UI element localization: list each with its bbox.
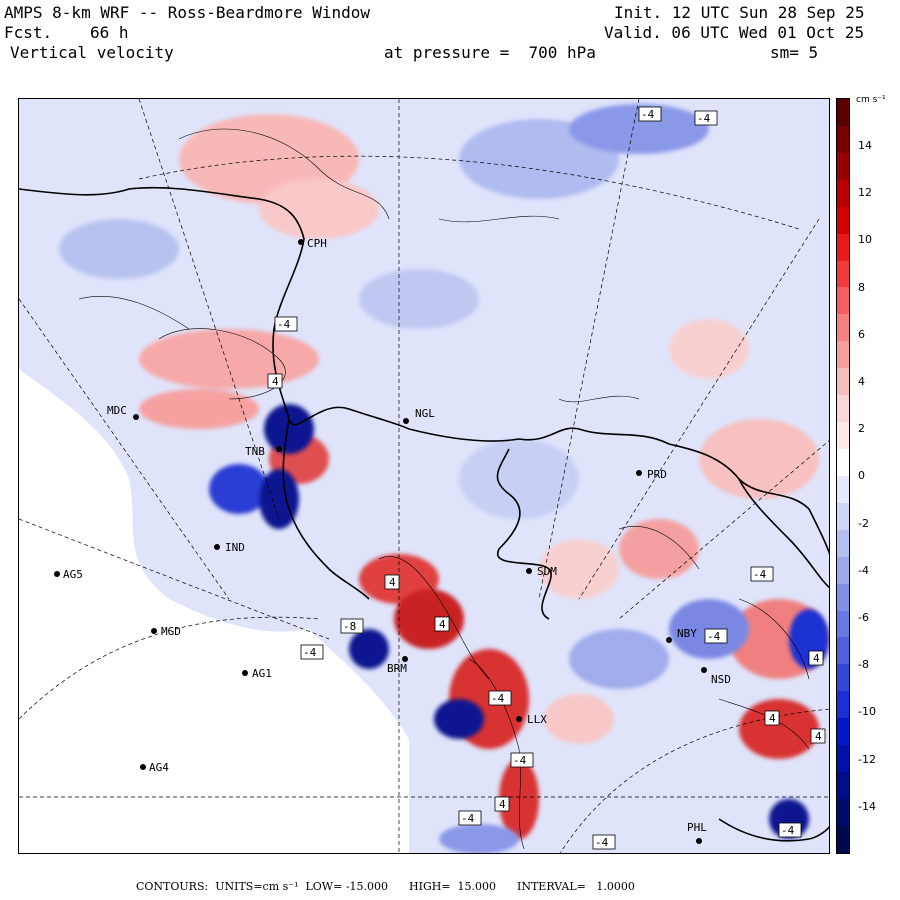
colorbar-segment: [837, 475, 849, 503]
colorbar-segment: [837, 691, 849, 719]
colorbar-segment: [837, 502, 849, 530]
contour-info: CONTOURS: UNITS=cm s⁻¹ LOW= -15.000 HIGH…: [136, 880, 635, 893]
colorbar-tick-label: -8: [858, 658, 869, 672]
colorbar-segment: [837, 99, 849, 126]
colorbar-segment: [837, 368, 849, 396]
contour-marker: 4: [769, 712, 776, 725]
smoothing-value: sm= 5: [770, 43, 819, 62]
colorbar-segment: [837, 152, 849, 180]
colorbar-segment: [837, 422, 849, 449]
contour-marker: -8: [343, 620, 356, 633]
contour-marker: -4: [781, 824, 795, 837]
colorbar-tick-label: -10: [858, 705, 876, 719]
colorbar-tick-label: -6: [858, 611, 869, 624]
colorbar-segment: [837, 287, 849, 315]
colorbar-segment: [837, 448, 849, 476]
colorbar-tick-label: 6: [858, 327, 865, 341]
station-label: SDM: [537, 565, 557, 578]
contour-marker: -4: [303, 646, 317, 659]
colorbar-tick-label: -4: [858, 563, 869, 577]
colorbar-segment: [837, 179, 849, 207]
contour-marker: -4: [513, 754, 527, 767]
station-label: BRM: [387, 662, 407, 675]
station-label: MGD: [161, 625, 181, 638]
colorbar-segment: [837, 314, 849, 342]
colorbar-tick-label: 4: [858, 375, 865, 388]
contour-marker: -4: [707, 630, 721, 643]
station-label: MDC: [107, 404, 127, 417]
colorbar-segment: [837, 529, 849, 557]
contour-marker: -4: [595, 836, 609, 849]
contour-marker: 4: [439, 618, 446, 631]
forecast-hours: 66 h: [90, 23, 129, 42]
station-label: LLX: [527, 713, 547, 726]
colorbar-segment: [837, 610, 849, 638]
contour-marker: 4: [272, 375, 279, 388]
colorbar-segment: [837, 233, 849, 261]
contour-marker: 4: [813, 652, 820, 665]
station-label: AG4: [149, 761, 169, 774]
colorbar-segment: [837, 718, 849, 746]
station-label: CPH: [307, 237, 327, 250]
pressure-level: at pressure = 700 hPa: [384, 43, 596, 62]
colorbar-segment: [837, 798, 849, 826]
colorbar-segment: [837, 637, 849, 665]
colorbar-segment: [837, 664, 849, 692]
colorbar-segment: [837, 825, 849, 853]
colorbar-segment: [837, 206, 849, 234]
contour-marker: -4: [697, 112, 711, 125]
contour-marker: -4: [491, 692, 505, 705]
forecast-label: Fcst.: [4, 23, 53, 42]
colorbar-segment: [837, 556, 849, 584]
colorbar-tick-label: 8: [858, 280, 865, 294]
station-label: NGL: [415, 407, 435, 420]
init-time: Init. 12 UTC Sun 28 Sep 25: [614, 3, 865, 22]
colorbar-tick-label: 2: [858, 422, 865, 436]
contour-marker: -4: [641, 108, 655, 121]
colorbar-tick-label: 0: [858, 469, 865, 483]
contour-marker: -4: [753, 568, 767, 581]
station-label: AG5: [63, 568, 83, 581]
contour-markers: 4 4 4 4 4 4 4 -4 -4 -4 -4 -4 -4 -4 -4 -4…: [267, 106, 826, 850]
colorbar-segment: [837, 745, 849, 773]
colorbar-tick-label: 10: [858, 233, 872, 247]
contour-marker: -4: [461, 812, 475, 825]
station-label: NBY: [677, 627, 697, 640]
colorbar-tick-label: -14: [858, 799, 876, 813]
contour-marker: 4: [499, 798, 506, 811]
colorbar-tick-label: 14: [858, 139, 872, 152]
colorbar-segment: [837, 341, 849, 369]
station-label: NSD: [711, 673, 731, 686]
station-label: AG1: [252, 667, 272, 680]
variable-name: Vertical velocity: [10, 43, 174, 62]
colorbar-segment: [837, 395, 849, 423]
contour-marker: -4: [277, 318, 291, 331]
colorbar-tick-label: -12: [858, 752, 876, 766]
stations: CPH MDC NGL TNB PRD IND AG5 SDM MGD NBY …: [54, 237, 731, 844]
station-label: PHL: [687, 821, 707, 834]
colorbar-segment: [837, 772, 849, 799]
colorbar: [836, 98, 850, 854]
contour-marker: 4: [815, 730, 822, 743]
negative-anomalies: [59, 104, 829, 853]
contour-marker: 4: [389, 576, 396, 589]
station-label: PRD: [647, 468, 667, 481]
positive-anomalies: [139, 114, 829, 839]
map-title: AMPS 8-km WRF -- Ross-Beardmore Window: [4, 3, 371, 22]
station-label: TNB: [245, 445, 265, 458]
map-panel: 4 4 4 4 4 4 4 -4 -4 -4 -4 -4 -4 -4 -4 -4…: [18, 98, 830, 854]
colorbar-units: cm s⁻¹: [856, 95, 886, 105]
colorbar-segment: [837, 260, 849, 288]
contour-lines: [78, 128, 810, 850]
valid-time: Valid. 06 UTC Wed 01 Oct 25: [604, 23, 865, 42]
colorbar-segment: [837, 583, 849, 611]
station-label: IND: [225, 541, 245, 554]
colorbar-tick-label: 12: [858, 186, 872, 200]
graticule: [19, 99, 829, 853]
map-svg: 4 4 4 4 4 4 4 -4 -4 -4 -4 -4 -4 -4 -4 -4…: [19, 99, 829, 853]
colorbar-segment: [837, 125, 849, 153]
colorbar-tick-label: -2: [858, 516, 869, 530]
coastline: [19, 186, 829, 842]
